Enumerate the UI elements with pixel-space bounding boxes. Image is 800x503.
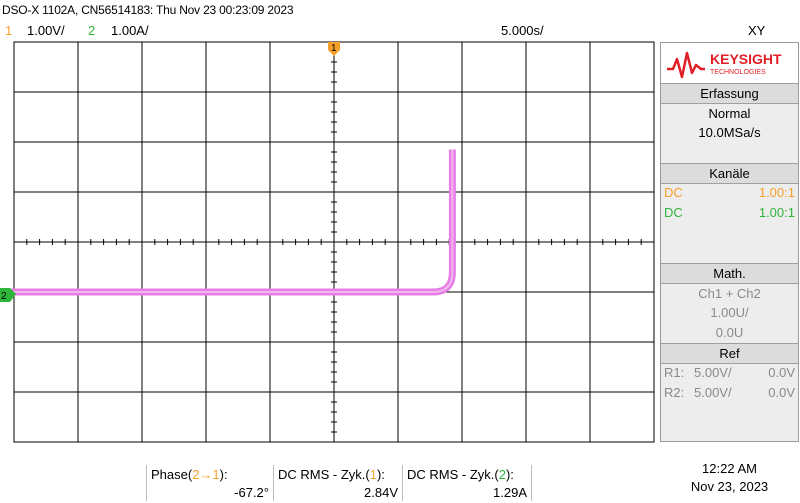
channels-header[interactable]: Kanäle <box>661 163 798 184</box>
keysight-wave-icon: KEYSIGHT TECHNOLOGIES <box>667 51 782 79</box>
ch1-scale[interactable]: 1.00V/ <box>27 23 65 38</box>
clock-time: 12:22 AM <box>702 461 757 476</box>
window-title: DSO-X 1102A, CN56514183: Thu Nov 23 00:2… <box>2 3 294 17</box>
keysight-logo: KEYSIGHT TECHNOLOGIES <box>661 43 798 85</box>
measurement-phase-value: -67.2° <box>234 485 269 500</box>
ch2-probe: 1.00:1 <box>758 205 795 220</box>
math-header[interactable]: Math. <box>661 263 798 284</box>
xy-trace-core <box>0 149 454 293</box>
ch2-info-row[interactable]: DC 1.00:1 <box>664 205 795 223</box>
status-bar: 1 1.00V/ 2 1.00A/ 5.000s/ XY <box>0 20 800 40</box>
measurement-phase[interactable]: Phase(2→1): -67.2° <box>146 465 273 501</box>
xy-trace <box>0 149 456 296</box>
ch1-probe: 1.00:1 <box>758 185 795 200</box>
measurement-rms-ch2[interactable]: DC RMS - Zyk.(2): 1.29A <box>402 465 532 501</box>
ref2-row[interactable]: R2: 5.00V/ 0.0V <box>664 385 795 403</box>
measurement-rms-ch2-value: 1.29A <box>493 485 527 500</box>
measurement-phase-channels: 2→1 <box>192 467 220 482</box>
graticule-ticks <box>13 41 655 443</box>
ref-header[interactable]: Ref <box>661 343 798 364</box>
brand-name: KEYSIGHT <box>710 51 782 67</box>
math-function: Ch1 + Ch2 <box>698 286 761 301</box>
ref1-label: R1: <box>664 365 685 380</box>
ch2-ground-marker[interactable]: 2 <box>0 288 16 302</box>
ch1-ground-marker[interactable]: 1 <box>328 42 340 56</box>
ref1-offset: 0.0V <box>768 365 795 380</box>
ch1-marker-label: 1 <box>331 43 337 54</box>
acquisition-header[interactable]: Erfassung <box>661 83 798 104</box>
ch2-number[interactable]: 2 <box>88 23 96 38</box>
ch1-info-row[interactable]: DC 1.00:1 <box>664 185 795 203</box>
math-offset: 0.0U <box>715 325 744 340</box>
ref2-label: R2: <box>664 385 685 400</box>
math-scale: 1.00U/ <box>710 305 749 320</box>
xy-mode-label[interactable]: XY <box>748 23 766 38</box>
measurement-bar: Phase(2→1): -67.2° DC RMS - Zyk.(1): 2.8… <box>0 462 660 503</box>
timebase[interactable]: 5.000s/ <box>501 23 544 38</box>
clock-date: Nov 23, 2023 <box>690 479 769 494</box>
ref1-row[interactable]: R1: 5.00V/ 0.0V <box>664 365 795 383</box>
sample-rate: 10.0MSa/s <box>698 125 761 140</box>
ch2-marker-label: 2 <box>1 291 7 302</box>
ref2-offset: 0.0V <box>768 385 795 400</box>
acquisition-mode: Normal <box>708 106 751 121</box>
brand-sub: TECHNOLOGIES <box>710 69 766 76</box>
ch2-coupling: DC <box>664 205 683 220</box>
measurement-rms-ch1-value: 2.84V <box>364 485 398 500</box>
clock: 12:22 AM Nov 23, 2023 <box>660 460 799 496</box>
ch1-number[interactable]: 1 <box>5 23 13 38</box>
measurement-rms-ch1[interactable]: DC RMS - Zyk.(1): 2.84V <box>273 465 402 501</box>
side-panel: KEYSIGHT TECHNOLOGIES Erfassung Normal 1… <box>660 42 799 442</box>
ch1-coupling: DC <box>664 185 683 200</box>
ch2-scale[interactable]: 1.00A/ <box>111 23 149 38</box>
ref1-scale: 5.00V/ <box>694 365 732 380</box>
ref2-scale: 5.00V/ <box>694 385 732 400</box>
waveform-display[interactable]: 1 2 <box>0 40 660 462</box>
